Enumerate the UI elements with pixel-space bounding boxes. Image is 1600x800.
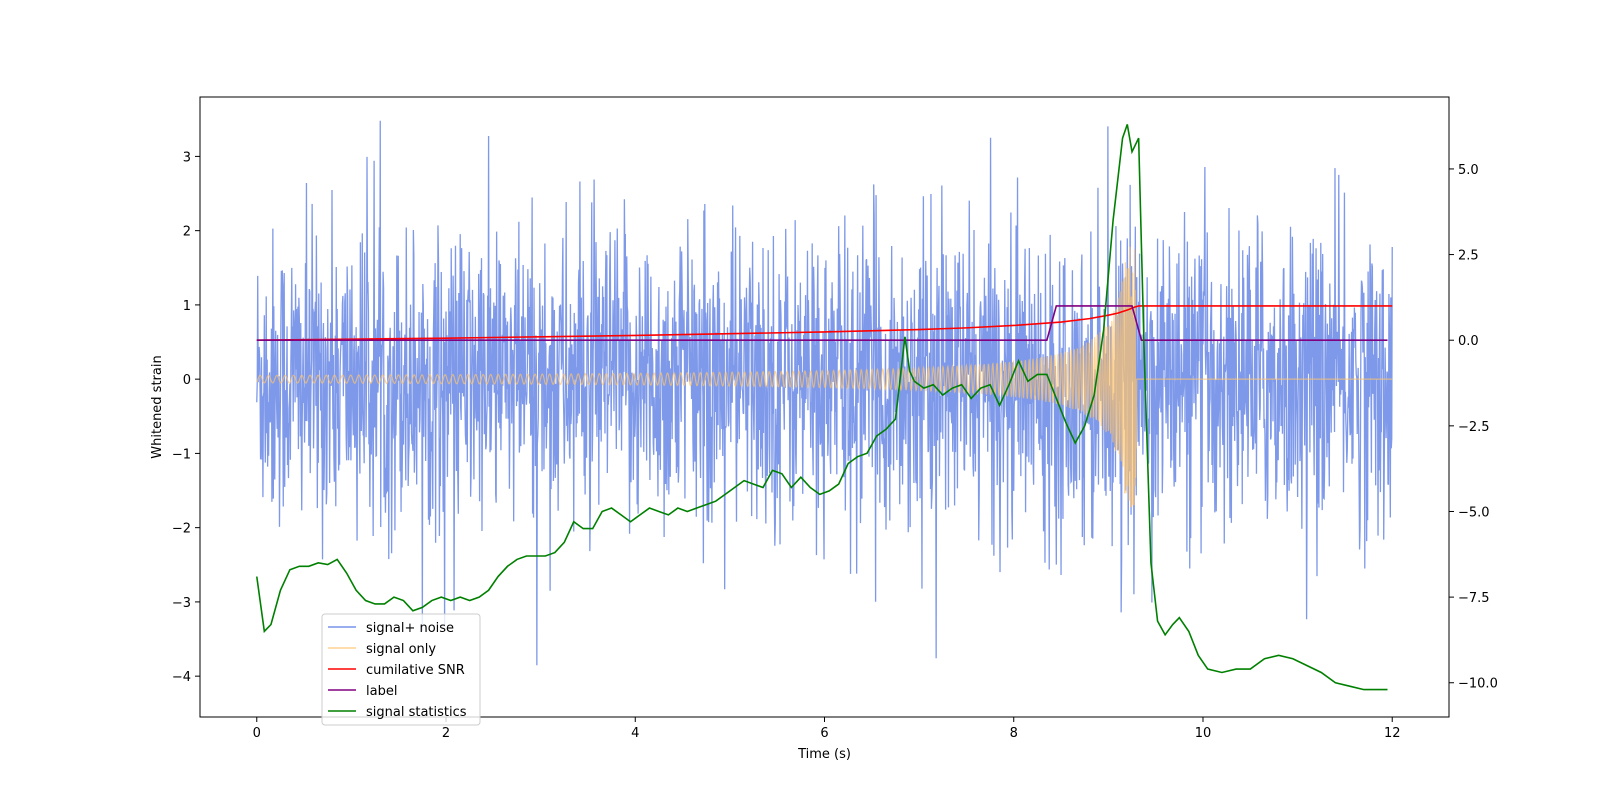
legend-label: signal+ noise — [366, 621, 454, 636]
legend-label: signal statistics — [366, 705, 467, 720]
x-tick-label: 10 — [1195, 726, 1212, 741]
y-axis-left: −4 −3 −2 −1 0 1 2 3 — [172, 150, 200, 685]
series-signal-noise — [256, 120, 1393, 666]
y-right-tick-label: −7.5 — [1458, 591, 1490, 606]
y-right-tick-label: −2.5 — [1458, 420, 1490, 435]
legend: signal+ noise signal only cumilative SNR la… — [321, 613, 481, 726]
legend-label: cumilative SNR — [366, 663, 465, 678]
legend-label: label — [366, 684, 397, 699]
x-tick-label: 4 — [631, 726, 639, 741]
y-left-tick-label: 0 — [183, 373, 191, 388]
x-tick-label: 0 — [253, 726, 261, 741]
y-axis-label-left: Whitened strain — [150, 355, 165, 458]
x-tick-label: 12 — [1384, 726, 1401, 741]
y-right-tick-label: −10.0 — [1458, 677, 1498, 692]
x-tick-label: 2 — [442, 726, 450, 741]
x-tick-label: 8 — [1010, 726, 1018, 741]
y-right-tick-label: −5.0 — [1458, 505, 1490, 520]
series-signal-statistics — [255, 124, 1388, 691]
y-left-tick-label: −4 — [172, 670, 191, 685]
legend-box — [321, 613, 481, 726]
legend-label: signal only — [366, 642, 436, 657]
y-right-tick-label: 2.5 — [1458, 249, 1479, 264]
y-right-tick-label: 0.0 — [1458, 334, 1479, 349]
x-axis-label: Time (s) — [797, 747, 851, 762]
y-left-tick-label: 3 — [183, 150, 191, 165]
series-label — [256, 305, 1388, 341]
series-signal-only — [256, 246, 1393, 508]
y-right-tick-label: 5.0 — [1458, 163, 1479, 178]
x-axis: 0 2 4 6 8 10 12 — [253, 717, 1401, 741]
series-cumilative-snr — [256, 305, 1393, 341]
y-axis-right: −10.0 −7.5 −5.0 −2.5 0.0 2.5 5.0 — [1449, 163, 1498, 692]
x-tick-label: 6 — [820, 726, 828, 741]
y-left-tick-label: 2 — [183, 225, 191, 240]
y-left-tick-label: −2 — [172, 522, 191, 537]
y-left-tick-label: 1 — [183, 299, 191, 314]
series-layer — [255, 120, 1393, 691]
y-left-tick-label: −1 — [172, 447, 191, 462]
y-left-tick-label: −3 — [172, 596, 191, 611]
